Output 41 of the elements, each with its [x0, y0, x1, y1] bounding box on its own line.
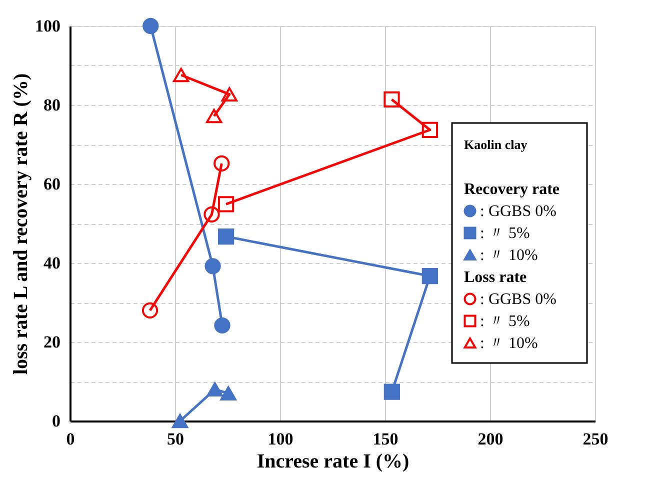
- annotation: Loss rate: [464, 269, 527, 286]
- point: [422, 268, 438, 284]
- x-tick-label: 0: [66, 430, 75, 448]
- point: [214, 317, 230, 334]
- point: [142, 18, 159, 34]
- legend-label: : GGBS 0%: [480, 291, 556, 308]
- y-tick-label: 0: [52, 412, 60, 430]
- point: [384, 91, 400, 108]
- x-axis-title: Increse rate I (%): [256, 450, 410, 472]
- legend-label: : 〃 10%: [480, 335, 538, 352]
- legend-label: : GGBS 0%: [480, 203, 556, 220]
- point: [206, 382, 223, 397]
- point: [206, 108, 222, 124]
- point: [384, 384, 400, 400]
- y-tick-label: 80: [44, 96, 60, 114]
- annotation: Recovery rate: [464, 181, 560, 198]
- legend-label: : 〃 5%: [480, 225, 530, 242]
- x-tick-label: 250: [582, 430, 608, 448]
- point: [204, 206, 220, 222]
- point: [172, 414, 188, 428]
- y-axis-title: loss rate L and recovery rate R (%): [10, 73, 32, 375]
- x-tick-label: 50: [167, 430, 184, 448]
- point: [204, 258, 221, 274]
- y-tick-label: 40: [44, 254, 60, 272]
- legend-label: : 〃 10%: [480, 247, 538, 264]
- point: [142, 302, 158, 318]
- y-tick-label: 100: [35, 16, 60, 36]
- x-tick-label: 100: [268, 430, 294, 448]
- point: [218, 228, 234, 245]
- point: [422, 122, 438, 138]
- point: [218, 196, 234, 212]
- legend-label: : 〃 5%: [480, 313, 530, 330]
- y-tick-label: 60: [44, 174, 60, 194]
- point: [214, 155, 230, 172]
- x-tick-label: 150: [372, 430, 398, 448]
- y-tick-label: 20: [44, 332, 60, 352]
- point: [221, 87, 238, 102]
- x-tick-label: 200: [478, 430, 504, 448]
- point: [173, 68, 190, 82]
- legend-title: Kaolin clay: [464, 137, 528, 152]
- point: [220, 386, 236, 400]
